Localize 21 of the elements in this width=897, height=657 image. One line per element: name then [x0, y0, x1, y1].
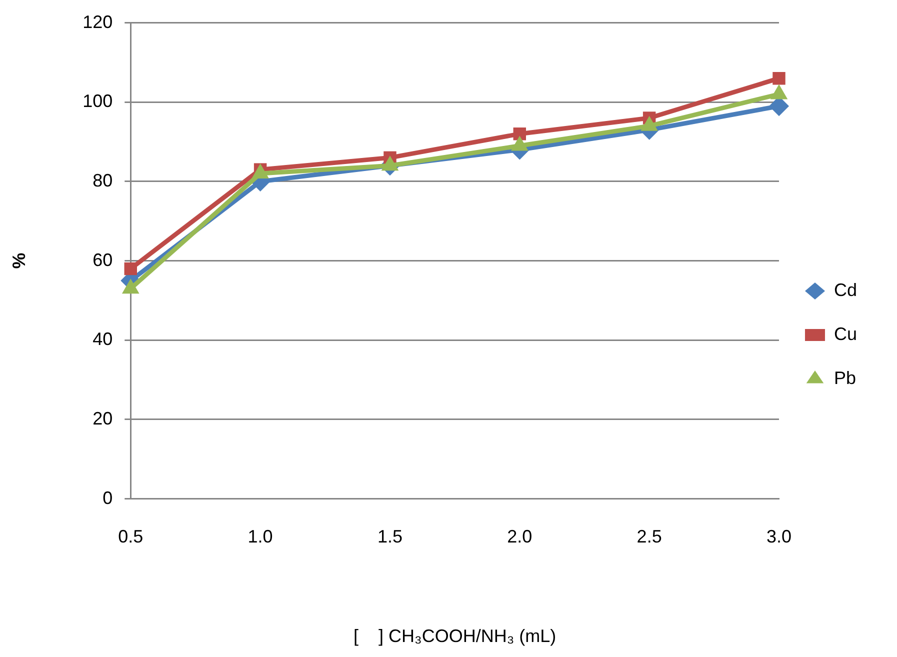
y-tick-label: 120 [82, 12, 113, 32]
legend-label: Pb [834, 368, 856, 388]
y-tick-label: 80 [92, 170, 113, 190]
y-tick-label: 40 [92, 329, 113, 350]
point [124, 262, 137, 276]
point [513, 128, 526, 140]
x-tick-label: 0.5 [118, 526, 144, 547]
legend-label: Cu [834, 324, 858, 344]
y-tick-label: 100 [82, 91, 113, 112]
y-axis-title: % [8, 252, 29, 269]
y-tick-label: 20 [92, 408, 113, 428]
x-axis-title: [ ] CH₃COOH/NH₃ (mL) [353, 626, 556, 646]
point [772, 72, 786, 85]
x-tick-label: 2.5 [636, 526, 662, 547]
y-tick-label: 0 [102, 488, 113, 508]
x-tick-label: 2.0 [507, 526, 532, 547]
legend-label: Cd [834, 280, 858, 300]
x-tick-label: 1.5 [377, 526, 402, 547]
y-tick-label: 60 [92, 250, 113, 270]
x-tick-label: 3.0 [766, 526, 792, 547]
x-tick-label: 1.0 [248, 526, 273, 547]
